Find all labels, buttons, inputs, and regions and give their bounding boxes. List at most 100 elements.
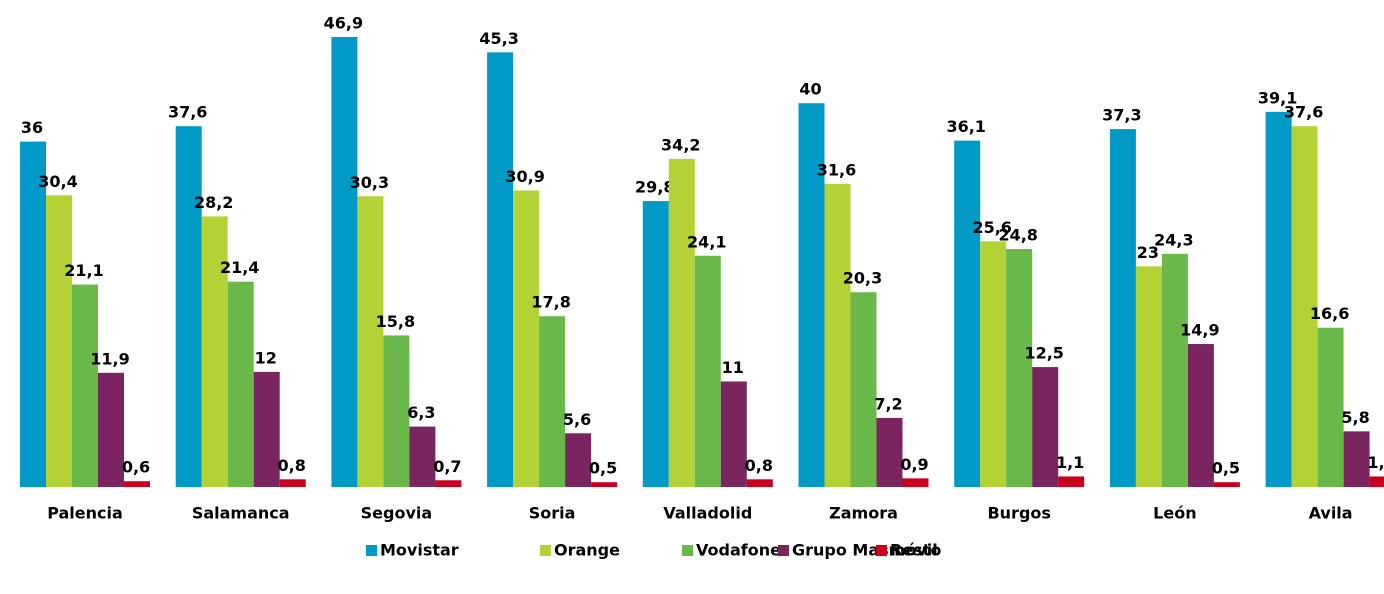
data-label: 14,9 — [1180, 321, 1219, 340]
legend-label: Vodafone — [696, 541, 781, 560]
bar — [1161, 253, 1188, 487]
data-label: 15,8 — [376, 312, 415, 331]
data-label: 30,9 — [505, 167, 544, 186]
legend-label: Grupo Masmóvil — [792, 541, 938, 560]
bar — [201, 216, 228, 487]
data-label: 17,8 — [531, 293, 570, 312]
bar — [539, 316, 566, 487]
bar — [1369, 476, 1384, 487]
data-label: 30,4 — [38, 172, 77, 191]
data-label: 21,1 — [64, 261, 103, 280]
bar — [668, 158, 695, 487]
bar — [642, 201, 669, 487]
x-tick-label: Soria — [529, 504, 576, 523]
data-label: 11 — [722, 358, 744, 377]
bar — [954, 140, 981, 487]
data-label: 0,8 — [278, 456, 306, 475]
data-label: 1,1 — [1367, 453, 1384, 472]
data-label: 5,6 — [563, 410, 591, 429]
bar — [1291, 126, 1318, 487]
data-label: 12 — [255, 348, 277, 367]
data-label: 46,9 — [324, 14, 363, 33]
data-label: 12,5 — [1024, 344, 1063, 363]
bar — [1109, 129, 1136, 487]
legend-swatch — [778, 545, 789, 556]
bar — [279, 479, 306, 487]
x-tick-label: Avila — [1309, 504, 1353, 523]
bar — [435, 480, 462, 487]
bar — [487, 52, 514, 488]
data-label: 0,9 — [900, 455, 928, 474]
x-tick-label: Valladolid — [663, 504, 752, 523]
data-label: 37,6 — [168, 103, 207, 122]
bar — [1032, 367, 1059, 487]
data-label: 16,6 — [1310, 304, 1349, 323]
data-label: 34,2 — [661, 135, 700, 154]
data-label: 7,2 — [874, 394, 902, 413]
bar — [331, 37, 358, 487]
x-tick-label: Palencia — [47, 504, 123, 523]
bar — [227, 281, 254, 487]
data-label: 0,6 — [122, 458, 150, 477]
bar — [409, 426, 436, 487]
data-label: 24,3 — [1154, 230, 1193, 249]
x-tick-label: Segovia — [361, 504, 433, 523]
data-label: 29,8 — [635, 178, 674, 197]
data-label: 6,3 — [407, 403, 435, 422]
bar — [98, 372, 124, 487]
data-label: 39,1 — [1258, 88, 1297, 107]
legend-swatch — [366, 545, 377, 556]
x-tick-label: Burgos — [987, 504, 1050, 523]
bar — [565, 433, 592, 487]
bar — [20, 141, 46, 487]
data-label: 23 — [1137, 243, 1159, 262]
legend-label: Resto — [890, 541, 941, 560]
legend-swatch — [682, 545, 693, 556]
bar — [1135, 266, 1162, 487]
data-label: 0,8 — [745, 456, 773, 475]
data-label: 5,8 — [1341, 408, 1369, 427]
bar — [746, 479, 773, 487]
data-label: 0,5 — [589, 459, 617, 478]
data-label: 30,3 — [350, 173, 389, 192]
legend-label: Movistar — [380, 541, 459, 560]
bar — [1006, 249, 1033, 487]
bar — [824, 183, 851, 488]
bar — [175, 126, 202, 487]
bar — [1343, 431, 1370, 487]
bar — [876, 417, 903, 487]
bar — [124, 481, 150, 487]
bar — [850, 292, 877, 487]
data-label: 24,8 — [998, 226, 1037, 245]
bar — [1058, 476, 1085, 487]
legend-swatch — [540, 545, 551, 556]
bar — [253, 371, 280, 487]
bar — [980, 241, 1007, 487]
x-tick-label: Salamanca — [192, 504, 290, 523]
bar — [694, 255, 721, 487]
bar — [383, 335, 410, 487]
bar — [1213, 482, 1240, 487]
data-label: 1,1 — [1056, 453, 1084, 472]
bar — [1317, 327, 1344, 487]
data-label: 11,9 — [90, 349, 129, 368]
data-label: 21,4 — [220, 258, 259, 277]
bar — [357, 196, 384, 487]
data-label: 20,3 — [843, 269, 882, 288]
data-label: 0,7 — [433, 457, 461, 476]
x-tick-label: Zamora — [829, 504, 898, 523]
bar — [1187, 344, 1214, 487]
data-label: 28,2 — [194, 193, 233, 212]
bar — [1265, 111, 1292, 487]
bar — [591, 482, 618, 487]
data-label: 40 — [799, 80, 821, 99]
legend-swatch — [876, 545, 887, 556]
data-label: 37,6 — [1284, 103, 1323, 122]
bar — [46, 195, 72, 488]
bar — [513, 190, 540, 487]
data-label: 36,1 — [946, 117, 985, 136]
bar — [720, 381, 747, 487]
data-label: 0,5 — [1212, 459, 1240, 478]
bar — [902, 478, 929, 487]
